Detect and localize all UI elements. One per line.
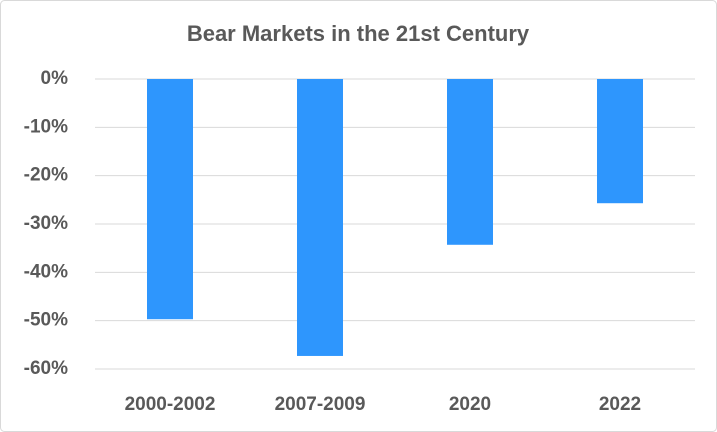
y-tick-label: -20% [24,165,68,186]
x-tick-label: 2000-2002 [125,394,216,415]
y-tick-label: 0% [41,68,69,89]
y-tick-label: -40% [24,261,68,282]
x-tick-label: 2022 [599,394,641,415]
x-tick-label: 2007-2009 [275,394,366,415]
y-tick-label: -60% [24,358,68,379]
y-tick-label: -30% [24,213,68,234]
y-tick-label: -10% [24,116,68,137]
bar [147,79,193,320]
y-tick-label: -50% [24,310,68,331]
bar [447,79,493,245]
x-tick-label: 2020 [449,394,491,415]
bar [597,79,643,204]
bar [297,79,343,356]
chart-title: Bear Markets in the 21st Century [187,21,530,46]
